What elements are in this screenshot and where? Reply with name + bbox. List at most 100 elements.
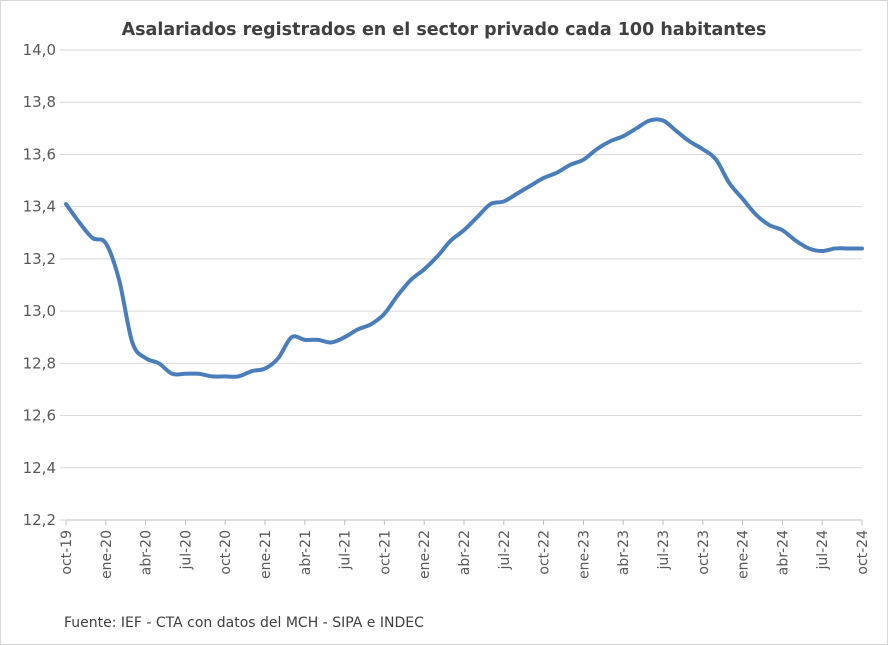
x-tick-label: abr-21 bbox=[298, 530, 314, 575]
x-tick-label: jul-24 bbox=[815, 530, 831, 571]
x-tick-label: abr-24 bbox=[775, 530, 791, 575]
data-point bbox=[833, 246, 837, 250]
data-point bbox=[223, 374, 227, 378]
x-tick-label: jul-21 bbox=[338, 530, 354, 571]
data-point bbox=[183, 372, 187, 376]
data-point bbox=[581, 158, 585, 162]
data-point bbox=[860, 246, 864, 250]
data-point bbox=[701, 147, 705, 151]
data-point bbox=[754, 213, 758, 217]
data-point bbox=[117, 278, 121, 282]
data-point bbox=[409, 278, 413, 282]
data-point bbox=[435, 254, 439, 258]
x-tick-label: abr-23 bbox=[616, 530, 632, 575]
y-tick-label: 12,8 bbox=[23, 354, 56, 372]
data-point bbox=[674, 129, 678, 133]
data-point bbox=[741, 197, 745, 201]
data-point bbox=[144, 356, 148, 360]
data-point bbox=[91, 236, 95, 240]
data-point bbox=[170, 372, 174, 376]
data-point bbox=[847, 246, 851, 250]
data-point bbox=[714, 158, 718, 162]
data-point bbox=[475, 215, 479, 219]
y-axis-ticks: 12,2 12,4 12,6 12,8 13,0 13,2 13,4 13,6 13,8 14,0 bbox=[23, 41, 56, 529]
x-tick-label: oct-23 bbox=[696, 530, 712, 575]
data-point bbox=[634, 126, 638, 130]
data-point bbox=[621, 134, 625, 138]
data-point bbox=[422, 267, 426, 271]
data-point bbox=[210, 374, 214, 378]
x-tick-label: ene-21 bbox=[258, 530, 274, 579]
y-tick-label: 14,0 bbox=[23, 41, 56, 59]
x-tick-label: abr-22 bbox=[457, 530, 473, 575]
x-tick-label: oct-19 bbox=[59, 530, 75, 575]
data-point bbox=[794, 239, 798, 243]
y-tick-label: 12,2 bbox=[23, 511, 56, 529]
x-tick-label: abr-20 bbox=[139, 530, 155, 575]
data-point bbox=[250, 369, 254, 373]
data-point bbox=[820, 249, 824, 253]
series-group bbox=[64, 117, 864, 379]
data-point bbox=[157, 361, 161, 365]
source-note: Fuente: IEF - CTA con datos del MCH - SI… bbox=[64, 615, 424, 631]
gridlines bbox=[60, 49, 862, 521]
y-tick-label: 13,4 bbox=[23, 198, 56, 216]
data-point bbox=[303, 338, 307, 342]
y-tick-label: 12,6 bbox=[23, 407, 56, 425]
data-point bbox=[767, 223, 771, 227]
x-tick-label: jul-22 bbox=[497, 530, 513, 571]
data-point bbox=[369, 322, 373, 326]
data-point bbox=[595, 147, 599, 151]
data-point bbox=[502, 199, 506, 203]
data-point bbox=[555, 171, 559, 175]
data-point bbox=[688, 139, 692, 143]
data-point bbox=[449, 239, 453, 243]
data-point bbox=[608, 139, 612, 143]
x-tick-label: jul-20 bbox=[178, 530, 194, 571]
x-tick-label: oct-22 bbox=[537, 530, 553, 575]
data-point bbox=[528, 184, 532, 188]
data-point bbox=[316, 338, 320, 342]
data-point bbox=[568, 163, 572, 167]
data-point bbox=[780, 228, 784, 232]
data-point bbox=[343, 335, 347, 339]
data-point bbox=[236, 374, 240, 378]
x-tick-label: ene-24 bbox=[736, 530, 752, 579]
data-point bbox=[263, 367, 267, 371]
data-point bbox=[329, 340, 333, 344]
x-axis: oct-19 ene-20 abr-20 jul-20 oct-20 ene-21 abr-… bbox=[59, 519, 871, 579]
x-tick-label: ene-22 bbox=[417, 530, 433, 579]
data-point bbox=[648, 119, 652, 123]
data-point bbox=[104, 241, 108, 245]
x-tick-label: oct-20 bbox=[218, 530, 234, 575]
y-tick-label: 13,2 bbox=[23, 250, 56, 268]
y-tick-label: 13,8 bbox=[23, 93, 56, 111]
data-point bbox=[462, 228, 466, 232]
data-point bbox=[382, 312, 386, 316]
y-tick-label: 13,6 bbox=[23, 145, 56, 163]
x-tick-label: oct-21 bbox=[377, 530, 393, 575]
data-point bbox=[276, 356, 280, 360]
y-tick-label: 13,0 bbox=[23, 302, 56, 320]
data-point bbox=[489, 202, 493, 206]
data-point bbox=[290, 335, 294, 339]
data-point bbox=[807, 246, 811, 250]
data-point bbox=[542, 176, 546, 180]
data-point bbox=[130, 340, 134, 344]
data-point bbox=[64, 202, 68, 206]
data-point bbox=[396, 293, 400, 297]
x-tick-label: ene-20 bbox=[99, 530, 115, 579]
series-line bbox=[64, 117, 864, 379]
x-tick-label: oct-24 bbox=[855, 530, 871, 575]
data-point bbox=[515, 192, 519, 196]
data-point bbox=[197, 372, 201, 376]
chart-title: Asalariados registrados en el sector pri… bbox=[121, 20, 767, 40]
x-tick-label: jul-23 bbox=[656, 530, 672, 571]
data-point bbox=[661, 119, 665, 123]
y-tick-label: 12,4 bbox=[23, 459, 56, 477]
data-point bbox=[727, 181, 731, 185]
data-point bbox=[77, 220, 81, 224]
x-tick-label: ene-23 bbox=[576, 530, 592, 579]
